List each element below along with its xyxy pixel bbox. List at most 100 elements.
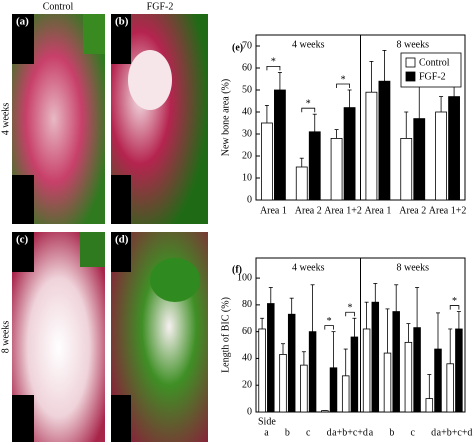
y-tick-label: 0 (247, 406, 252, 417)
significance-bracket (336, 83, 350, 88)
column-label: Control (43, 1, 74, 12)
bar (329, 367, 338, 413)
bar (274, 89, 286, 201)
legend-label: Control (419, 57, 450, 68)
x-tick-label: a (369, 427, 374, 438)
bone (80, 232, 105, 267)
facet-title: 8 weeks (397, 39, 430, 50)
bar (261, 122, 273, 201)
y-tick-label: 40 (242, 106, 252, 117)
bar (400, 137, 413, 201)
column-label: FGF-2 (147, 1, 174, 12)
bar (413, 327, 421, 413)
bar (425, 398, 434, 413)
y-tick-label: 30 (242, 128, 252, 139)
legend-swatch (405, 57, 416, 68)
row-label: 8 weeks (0, 321, 11, 354)
bar (371, 301, 380, 413)
significance-label: * (452, 296, 457, 307)
significance-label: * (327, 316, 332, 327)
y-tick-label: 40 (242, 353, 252, 364)
bar (267, 303, 275, 413)
x-tick-label: c (306, 427, 311, 438)
micrographs (12, 14, 208, 442)
y-tick-label: 60 (242, 62, 252, 73)
x-tick-label: Area 1 (260, 205, 287, 216)
panel-label: (f) (232, 264, 242, 275)
x-tick-label: b (389, 427, 394, 438)
x-tick-label: Area 1+2 (429, 205, 467, 216)
x-tick-label: a+b+c+d (437, 427, 473, 438)
y-tick-label: 60 (242, 326, 252, 337)
significance-bracket (449, 305, 460, 310)
bar (330, 137, 343, 201)
background (12, 175, 34, 224)
bar (308, 131, 321, 201)
x-axis-label: Side (258, 416, 276, 427)
x-tick-label: d (327, 427, 332, 438)
x-tick-label: a (264, 427, 269, 438)
facet-title: 4 weeks (292, 262, 325, 273)
bar (446, 363, 454, 413)
facet-title: 8 weeks (397, 262, 430, 273)
significance-bracket (266, 66, 281, 71)
x-tick-label: Area 2 (295, 205, 322, 216)
bar (365, 91, 378, 201)
significance-bracket (345, 311, 355, 317)
background (12, 395, 34, 442)
panel-label: (a) (16, 16, 29, 28)
panel-label: (e) (232, 42, 243, 53)
bar (455, 328, 463, 413)
bar (350, 336, 359, 413)
background (12, 232, 34, 272)
significance-bracket (324, 325, 334, 330)
y-tick-label: 0 (247, 194, 252, 205)
background (111, 175, 131, 224)
tissue (128, 50, 172, 110)
y-tick-label: 20 (242, 150, 252, 161)
bar (308, 331, 317, 413)
bar (362, 328, 371, 413)
bar (279, 354, 287, 413)
bar (404, 341, 413, 413)
legend-label: FGF-2 (419, 71, 446, 82)
bar (383, 352, 392, 413)
bar (378, 80, 391, 201)
y-axis-label: Length of BIC (%) (220, 297, 231, 373)
bar (434, 348, 442, 413)
bar (343, 107, 356, 201)
y-tick-label: 20 (242, 380, 252, 391)
significance-label: * (348, 303, 353, 314)
x-tick-label: d (431, 427, 436, 438)
x-tick-label: Area 1+2 (324, 205, 362, 216)
bar (300, 364, 308, 413)
x-tick-label: Area 2 (399, 205, 426, 216)
bar (413, 118, 426, 201)
bone (83, 14, 105, 54)
y-axis-label: New bone area (%) (220, 79, 231, 156)
x-tick-label: Area 1 (364, 205, 391, 216)
y-tick-label: 10 (242, 172, 252, 183)
bar (341, 375, 350, 413)
background (111, 232, 131, 272)
significance-label: * (306, 98, 311, 109)
background (12, 14, 34, 64)
y-tick-label: 70 (242, 40, 252, 51)
x-tick-label: a+b+c+d (332, 427, 368, 438)
panel-label: (b) (115, 16, 129, 28)
background (111, 395, 131, 442)
x-tick-label: b (285, 427, 290, 438)
bar (448, 96, 460, 201)
y-tick-label: 80 (242, 299, 252, 310)
panel-label: (d) (115, 234, 129, 246)
bar (392, 311, 400, 413)
bar (258, 328, 266, 413)
x-tick-label: c (411, 427, 416, 438)
bar (435, 111, 447, 201)
legend-swatch (405, 71, 416, 82)
significance-label: * (271, 57, 276, 68)
row-label: 4 weeks (0, 103, 11, 136)
y-tick-label: 50 (242, 84, 252, 95)
background (111, 14, 131, 64)
bone (150, 258, 200, 302)
